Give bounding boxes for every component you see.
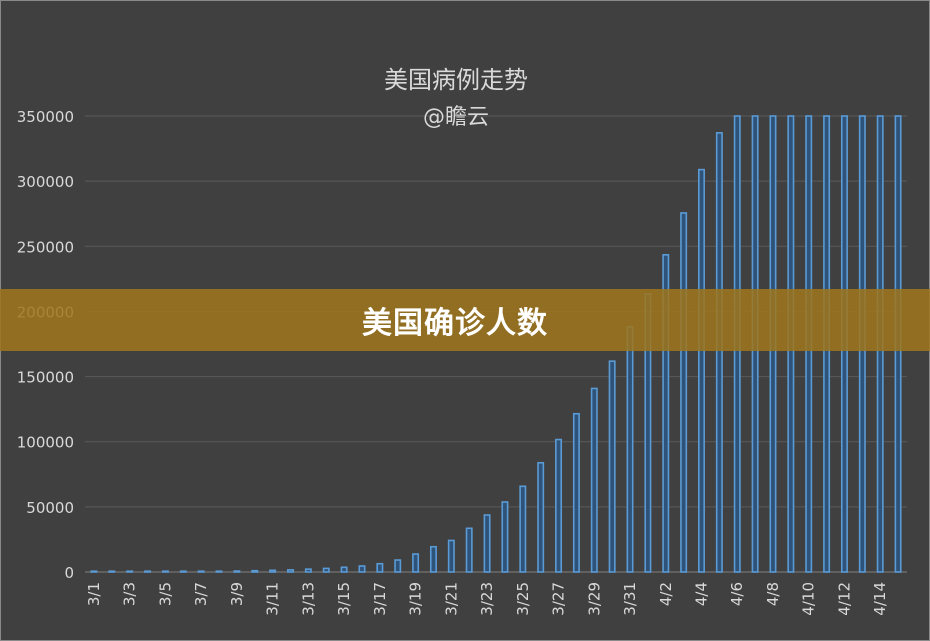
x-axis-ticks: 3/1 3/3 3/5 3/7 3/9 3/11 3/13 3/15 3/17 3/19 3/21 3… xyxy=(85,582,889,616)
bar xyxy=(179,570,187,573)
bar xyxy=(126,570,134,573)
x-tick-label: 3/21 xyxy=(442,582,460,616)
x-tick-label: 3/9 xyxy=(228,582,246,606)
bar xyxy=(394,559,402,573)
x-tick-label: 3/13 xyxy=(299,582,317,616)
bar xyxy=(501,501,509,573)
x-tick-label: 3/29 xyxy=(585,582,603,616)
bar xyxy=(555,438,563,573)
x-tick-label: 4/2 xyxy=(657,582,675,606)
bar xyxy=(608,360,616,573)
y-tick-label: 350000 xyxy=(17,108,74,126)
bar xyxy=(412,553,420,573)
bar xyxy=(287,569,294,573)
y-tick-label: 300000 xyxy=(17,173,74,191)
x-tick-label: 3/3 xyxy=(121,582,139,606)
overlay-banner: 美国确诊人数 xyxy=(0,289,930,351)
x-tick-label: 3/5 xyxy=(156,582,174,606)
bar xyxy=(322,567,330,573)
x-tick-label: 4/4 xyxy=(693,582,711,606)
bar xyxy=(519,485,527,573)
bar xyxy=(340,566,348,573)
x-tick-label: 3/11 xyxy=(264,582,282,616)
bar xyxy=(376,562,384,573)
bar xyxy=(662,254,670,573)
x-tick-label: 4/12 xyxy=(835,582,853,616)
chart-title: 美国病例走势 xyxy=(384,66,528,94)
y-tick-label: 150000 xyxy=(17,369,74,387)
bar xyxy=(358,565,366,573)
banner-title: 美国确诊人数 xyxy=(362,306,548,341)
x-tick-label: 3/25 xyxy=(514,582,532,616)
bar xyxy=(572,412,580,573)
bar xyxy=(144,570,152,573)
chart-subtitle: @瞻云 xyxy=(423,105,489,130)
x-tick-label: 4/10 xyxy=(800,582,818,616)
bar xyxy=(90,570,98,573)
x-tick-label: 3/31 xyxy=(621,582,639,616)
bar xyxy=(537,461,545,573)
x-tick-label: 3/17 xyxy=(371,582,389,616)
x-tick-label: 3/7 xyxy=(192,582,210,606)
bar xyxy=(626,326,634,573)
y-tick-label: 100000 xyxy=(17,434,74,452)
x-tick-label: 3/27 xyxy=(550,582,568,616)
bar xyxy=(251,569,259,573)
x-tick-label: 3/15 xyxy=(335,582,353,616)
bar xyxy=(161,570,169,573)
bar xyxy=(233,570,241,573)
bar xyxy=(447,539,455,573)
bar xyxy=(483,514,491,573)
y-tick-label: 50000 xyxy=(26,499,74,517)
bar xyxy=(269,569,277,573)
x-tick-label: 3/19 xyxy=(407,582,425,616)
bar xyxy=(304,568,312,573)
x-tick-label: 3/23 xyxy=(478,582,496,616)
bar xyxy=(465,527,473,573)
bar xyxy=(680,212,688,573)
bar xyxy=(590,387,598,573)
bar xyxy=(715,132,723,573)
x-tick-label: 4/14 xyxy=(871,582,889,616)
bar xyxy=(108,570,116,573)
y-tick-label: 250000 xyxy=(17,238,74,256)
x-tick-label: 4/8 xyxy=(764,582,782,606)
bar xyxy=(698,168,705,573)
y-tick-label: 0 xyxy=(64,564,74,582)
bar xyxy=(429,545,437,573)
bar xyxy=(215,570,223,573)
bar xyxy=(197,570,205,573)
x-tick-label: 3/1 xyxy=(85,582,103,606)
x-tick-label: 4/6 xyxy=(728,582,746,606)
